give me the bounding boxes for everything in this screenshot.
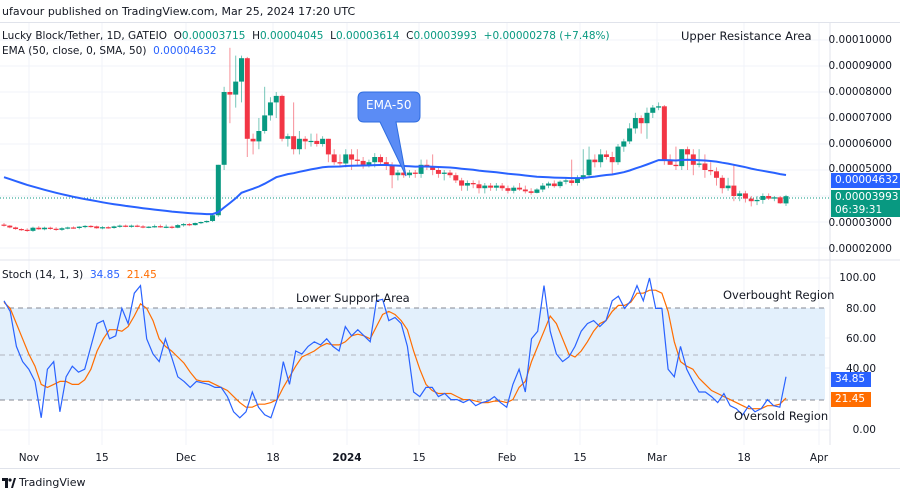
stoch-axis-label: 60.00 xyxy=(845,333,876,345)
ema-price-tag: 0.00004632 xyxy=(831,173,900,188)
stoch-axis-label: 80.00 xyxy=(845,303,876,315)
stoch-axis-label: 0.00 xyxy=(852,424,876,436)
ema-value: 0.00004632 xyxy=(153,45,217,57)
candle-countdown: 06:39:31 xyxy=(835,204,883,216)
time-axis-label: 15 xyxy=(95,452,109,464)
stoch-k-value: 34.85 xyxy=(89,269,120,281)
ema-label: EMA (50, close, 0, SMA, 50) xyxy=(2,45,147,57)
time-axis-label: 15 xyxy=(573,452,587,464)
price-axis-label: 0.00003000 xyxy=(828,217,892,229)
brand-label: TradingView xyxy=(19,476,86,489)
time-axis-label: Feb xyxy=(497,452,517,464)
time-axis-label: 2024 xyxy=(332,452,362,464)
tradingview-logo-icon xyxy=(2,477,16,488)
price-axis-label: 0.00005000 xyxy=(828,163,892,175)
lower-support-label: Lower Support Area xyxy=(296,291,410,305)
high-value: 0.00004045 xyxy=(259,30,324,42)
overbought-label: Overbought Region xyxy=(723,288,835,302)
time-axis-label: Mar xyxy=(647,452,667,464)
time-axis-label: Dec xyxy=(175,452,197,464)
time-axis-label: 18 xyxy=(737,452,751,464)
stoch-k-tag: 34.85 xyxy=(831,372,871,387)
change-value: +0.00000278 (+7.48%) xyxy=(483,30,610,42)
ema-callout-label: EMA-50 xyxy=(366,98,412,112)
tradingview-brand[interactable]: TradingView xyxy=(2,476,85,489)
stoch-label: Stoch (14, 1, 3) xyxy=(2,269,84,281)
price-axis-label: 0.00008000 xyxy=(828,86,892,98)
current-price-value: 0.00003993 xyxy=(835,191,899,203)
symbol-label: Lucky Block/Tether, 1D, GATEIO xyxy=(2,30,167,42)
footer-divider xyxy=(0,468,900,469)
price-axis-label: 0.00006000 xyxy=(828,138,892,150)
candlesticks xyxy=(1,47,789,232)
time-axis-label: 18 xyxy=(266,452,280,464)
main-legend: Lucky Block/Tether, 1D, GATEIO O0.000037… xyxy=(2,30,610,42)
price-axis-label: 0.00007000 xyxy=(828,112,892,124)
upper-resistance-label: Upper Resistance Area xyxy=(681,29,812,43)
time-axis-label: Nov xyxy=(18,452,40,464)
stoch-k-line xyxy=(3,277,787,419)
time-axis-label: Apr xyxy=(809,452,829,464)
header-divider xyxy=(0,22,900,23)
published-header: ufavour published on TradingView.com, Ma… xyxy=(2,5,356,18)
price-axis-label: 0.00010000 xyxy=(828,34,892,46)
low-value: 0.00003614 xyxy=(336,30,400,42)
stoch-axis-label: 100.00 xyxy=(839,272,876,284)
ema-callout xyxy=(357,91,421,177)
open-value: 0.00003715 xyxy=(181,30,246,42)
stoch-legend: Stoch (14, 1, 3) 34.85 21.45 xyxy=(2,268,157,282)
ema-50-line xyxy=(3,158,787,216)
price-axis-label: 0.00002000 xyxy=(828,243,892,255)
current-price-tag: 0.00003993 06:39:31 xyxy=(831,190,900,217)
ema-legend: EMA (50, close, 0, SMA, 50) 0.00004632 xyxy=(2,44,217,58)
oversold-label: Oversold Region xyxy=(734,409,829,423)
time-axis-label: 15 xyxy=(412,452,426,464)
price-axis-label: 0.00009000 xyxy=(828,60,892,72)
stoch-d-value: 21.45 xyxy=(126,269,157,281)
close-value: 0.00003993 xyxy=(413,30,477,42)
stoch-d-tag: 21.45 xyxy=(831,392,871,407)
stoch-d-line xyxy=(3,289,787,410)
